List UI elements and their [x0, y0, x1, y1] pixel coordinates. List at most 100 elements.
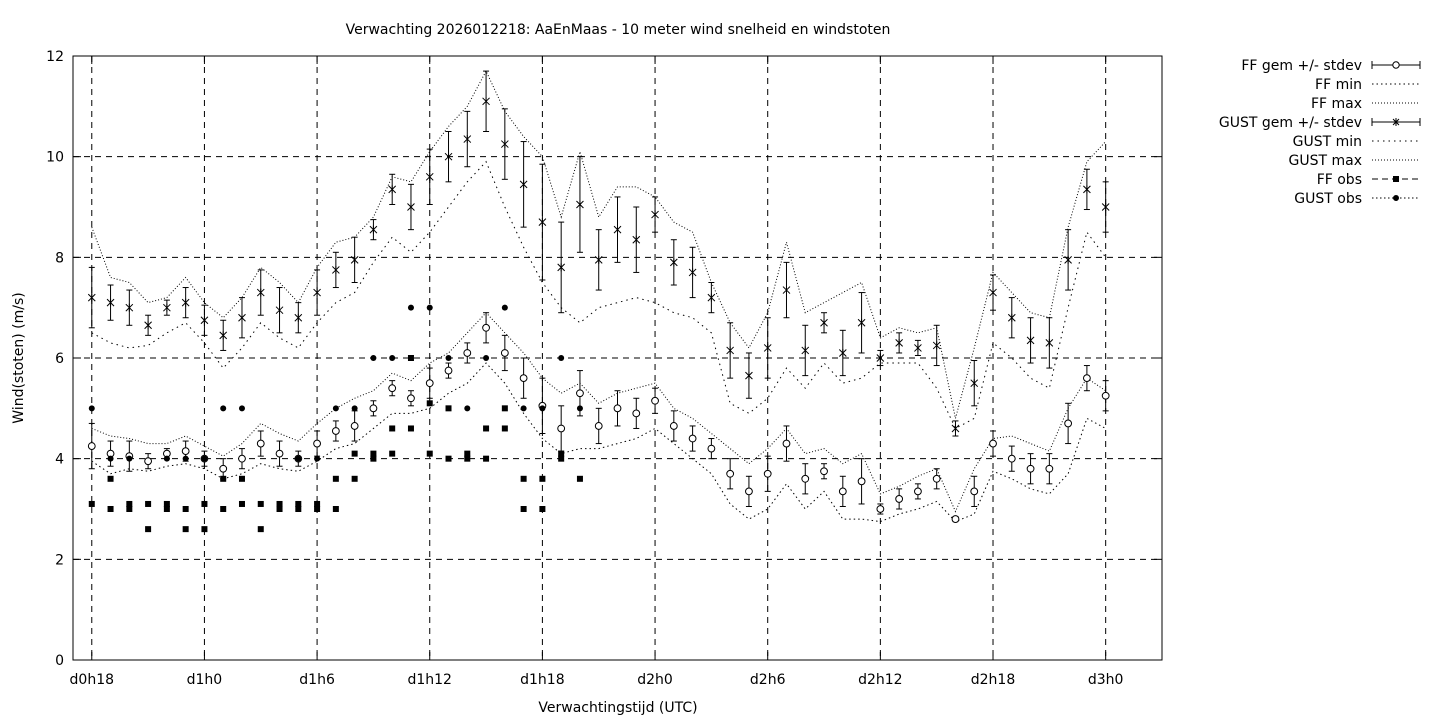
ff-obs-point	[88, 500, 95, 507]
ff-mean-point	[857, 477, 866, 486]
ff-mean-point	[500, 349, 509, 357]
gust-mean-point	[519, 180, 528, 189]
legend-label: GUST min	[1293, 134, 1362, 150]
gust-mean-point	[895, 338, 903, 347]
ff-obs-point	[314, 500, 321, 507]
gust-obs-point	[407, 304, 414, 311]
gust-mean-point	[313, 288, 321, 297]
gust-mean-point	[669, 258, 678, 267]
x-tick-label: d2h18	[971, 672, 1015, 688]
gust-mean-point	[200, 316, 209, 325]
ff-obs-point	[332, 506, 339, 512]
legend-label: GUST obs	[1294, 191, 1362, 207]
data-marks	[87, 70, 1110, 533]
ff-obs-point	[107, 475, 114, 482]
legend: FF gem +/- stdev FF min FF max GUST gem +/-…	[1219, 58, 1421, 207]
gust-mean-point	[951, 424, 960, 433]
gust-mean-point	[500, 140, 509, 149]
ff-mean-point	[238, 454, 246, 463]
gust-mean-point	[594, 255, 603, 264]
gust-mean-point	[970, 379, 979, 388]
y-tick-label: 10	[46, 150, 64, 166]
ff-mean-point	[425, 379, 434, 388]
gust-mean-point	[125, 303, 134, 312]
ff-mean-point	[651, 396, 659, 405]
gust-mean-point	[651, 210, 659, 219]
gust-obs-point	[201, 455, 208, 462]
ff-mean-point	[970, 487, 979, 496]
y-tick-label: 12	[46, 49, 64, 65]
gust-mean-point	[820, 318, 828, 327]
gust-mean-point	[463, 135, 472, 144]
ff-mean-point	[876, 505, 885, 513]
gust-obs-point	[107, 455, 114, 462]
ff-mean-point	[407, 394, 415, 403]
gust-obs-point	[370, 355, 377, 361]
y-axis-label: Wind(stoten) (m/s)	[11, 292, 27, 423]
ff-obs-point	[520, 475, 527, 482]
ff-mean-point	[219, 464, 228, 473]
gust-mean-point	[1064, 255, 1072, 264]
x-tick-label: d2h6	[750, 672, 786, 688]
ff-obs-point	[520, 506, 527, 512]
ff-mean-point	[1064, 419, 1073, 428]
ff-obs-point	[483, 455, 490, 462]
ff-obs-point	[314, 506, 321, 512]
ff-mean-point	[914, 487, 922, 496]
x-tick-label: d2h0	[637, 672, 673, 688]
ff-obs-point	[501, 405, 508, 412]
ff-mean-point	[576, 389, 584, 398]
ff-obs-point	[407, 425, 414, 432]
gust-mean-point	[688, 268, 697, 277]
ff-mean-point	[369, 404, 378, 413]
ff-obs-point	[332, 475, 339, 482]
ff-obs-point	[238, 500, 245, 507]
ff-mean-point	[256, 439, 265, 448]
gust-mean-point	[275, 306, 284, 315]
ff-obs-point	[276, 506, 283, 512]
ff-mean-point	[557, 424, 566, 433]
gust-mean-point	[1101, 203, 1110, 211]
gust-obs-point	[163, 455, 170, 462]
ff-obs-point	[163, 500, 170, 507]
ff-obs-point	[145, 500, 152, 507]
ff-mean-point	[463, 349, 472, 357]
ff-obs-point	[445, 455, 452, 462]
gust-mean-point	[857, 318, 866, 327]
gust-mean-point	[350, 255, 359, 264]
gust-obs-point	[88, 405, 95, 412]
legend-marker	[1392, 61, 1400, 69]
gust-obs-point	[501, 304, 508, 311]
ff-mean-point	[1007, 454, 1016, 463]
ff-mean-point	[388, 384, 397, 393]
ff-mean-point	[613, 404, 622, 413]
gust-mean-point	[782, 286, 791, 295]
gust-mean-point	[407, 203, 415, 211]
legend-label: FF max	[1311, 96, 1362, 112]
y-tick-label: 0	[55, 653, 64, 669]
gust-mean-point	[726, 346, 735, 355]
grid	[73, 56, 1162, 660]
ff-obs-point	[389, 450, 396, 457]
gust-obs-point	[314, 455, 321, 462]
axes: 0 2 4 6 8 10 12 d0h18 d1h0 d1h6 d1h12 d1h18 d2h0 d2h6…	[46, 49, 1162, 688]
legend-label: GUST gem +/- stdev	[1219, 115, 1362, 131]
ff-obs-point	[220, 475, 227, 482]
y-tick-label: 6	[55, 351, 64, 367]
gust-mean-point	[444, 152, 453, 161]
ff-mean-point	[275, 449, 284, 458]
ff-mean-point	[932, 474, 941, 483]
x-tick-label: d0h18	[70, 672, 114, 688]
gust-mean-point	[181, 298, 190, 307]
ff-obs-point	[558, 455, 565, 462]
gust-mean-point	[1083, 185, 1091, 194]
ff-mean-point	[782, 439, 791, 448]
gust-obs-point	[238, 405, 245, 412]
gust-mean-point	[538, 218, 547, 227]
ff-obs-point	[163, 506, 170, 512]
ff-mean-point	[331, 427, 340, 435]
gust-mean-point	[1045, 338, 1054, 347]
ff-obs-point	[257, 526, 264, 533]
ff-obs-point	[407, 355, 414, 361]
gust-obs-point	[445, 355, 452, 361]
